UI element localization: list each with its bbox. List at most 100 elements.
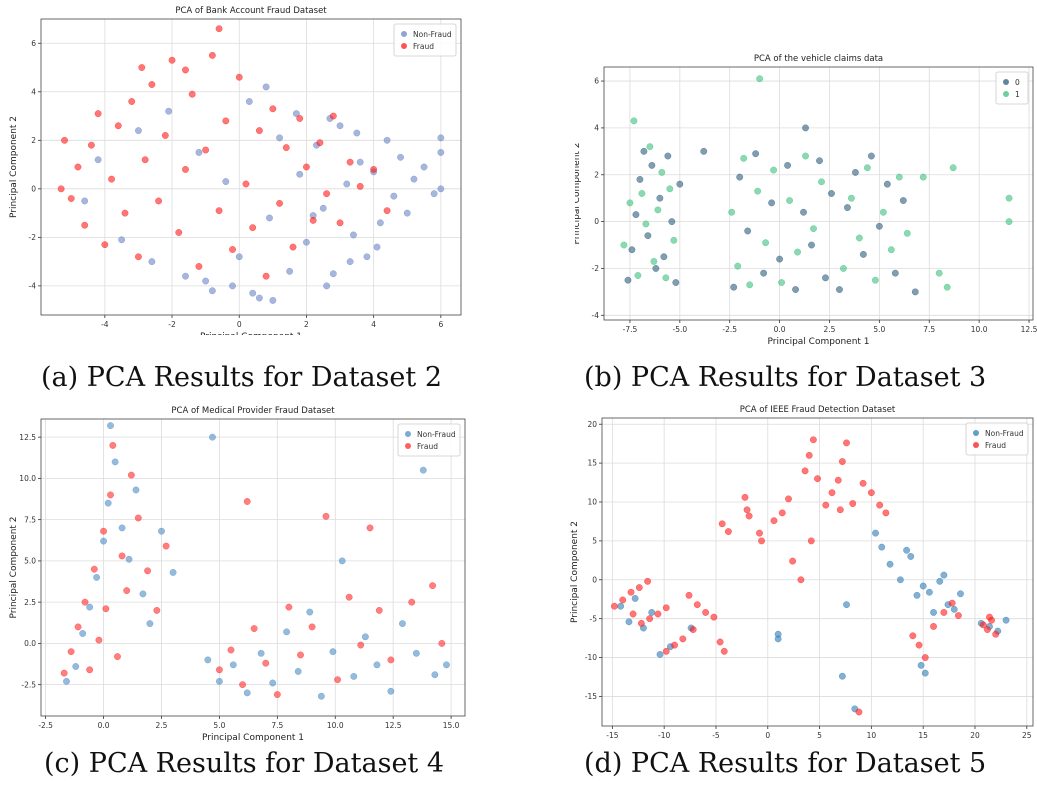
data-point bbox=[286, 267, 294, 275]
data-point bbox=[911, 288, 919, 296]
data-point bbox=[229, 661, 237, 669]
x-tick-label: 12.5 bbox=[1021, 325, 1037, 334]
y-tick-label: 10.0 bbox=[19, 474, 36, 483]
data-point bbox=[797, 576, 805, 584]
data-point bbox=[283, 628, 290, 636]
legend-marker bbox=[401, 43, 407, 49]
data-point bbox=[625, 618, 633, 626]
x-tick-label: 10.0 bbox=[971, 325, 988, 334]
x-tick-label: 2 bbox=[304, 320, 309, 329]
legend-label: Fraud bbox=[985, 441, 1006, 450]
data-point bbox=[61, 136, 68, 144]
data-point bbox=[420, 163, 428, 171]
data-point bbox=[361, 633, 369, 641]
x-tick-label: 15 bbox=[918, 731, 928, 740]
data-point bbox=[774, 635, 782, 643]
y-tick-label: 6 bbox=[594, 77, 599, 86]
data-point bbox=[855, 708, 863, 716]
series-fraud bbox=[611, 436, 1000, 716]
data-point bbox=[276, 134, 283, 142]
data-point bbox=[896, 576, 904, 584]
data-point bbox=[188, 90, 196, 98]
data-point bbox=[758, 537, 765, 545]
data-point bbox=[648, 161, 656, 169]
data-point bbox=[656, 651, 664, 658]
data-point bbox=[363, 253, 371, 261]
data-point bbox=[100, 527, 107, 535]
data-point bbox=[887, 246, 895, 254]
data-point bbox=[334, 676, 341, 684]
data-point bbox=[438, 639, 446, 647]
data-point bbox=[784, 161, 791, 169]
data-point bbox=[693, 601, 701, 609]
y-tick-label: 12.5 bbox=[19, 433, 36, 442]
data-point bbox=[373, 661, 381, 669]
data-point bbox=[689, 626, 697, 633]
data-point bbox=[125, 555, 133, 563]
data-point bbox=[628, 246, 636, 254]
legend-label: Non-Fraud bbox=[985, 429, 1024, 438]
data-point bbox=[195, 149, 203, 156]
data-point bbox=[410, 175, 418, 183]
data-point bbox=[891, 269, 899, 277]
x-axis-label: Principal Component 1 bbox=[200, 332, 302, 335]
data-point bbox=[227, 646, 235, 654]
data-point bbox=[624, 276, 632, 284]
y-tick-label: -10 bbox=[585, 653, 597, 662]
data-point bbox=[807, 537, 815, 545]
data-point bbox=[132, 486, 140, 494]
x-tick-label: 0.0 bbox=[774, 325, 786, 334]
data-point bbox=[148, 81, 156, 88]
data-point bbox=[745, 512, 753, 520]
data-point bbox=[346, 258, 354, 266]
scatter-plot-c: PCA of Medical Provider Fraud Dataset -2.… bbox=[9, 406, 466, 743]
data-point bbox=[789, 557, 797, 565]
data-point bbox=[350, 231, 357, 239]
data-point bbox=[437, 134, 445, 142]
data-point bbox=[849, 500, 857, 507]
data-point bbox=[375, 606, 383, 614]
data-point bbox=[620, 241, 628, 249]
data-point bbox=[640, 147, 648, 155]
legend-label: 0 bbox=[1015, 78, 1020, 87]
data-point bbox=[716, 638, 724, 646]
data-point bbox=[134, 514, 142, 522]
data-point bbox=[383, 136, 391, 144]
data-point bbox=[303, 163, 310, 171]
x-tick-label: 10 bbox=[867, 731, 877, 740]
y-tick-label: -5 bbox=[590, 614, 598, 623]
data-point bbox=[74, 163, 82, 171]
data-point bbox=[743, 506, 751, 514]
data-point bbox=[262, 659, 270, 667]
data-point bbox=[373, 243, 381, 251]
data-point bbox=[338, 557, 346, 565]
data-point bbox=[930, 609, 937, 616]
data-point bbox=[632, 211, 640, 218]
data-point bbox=[1005, 218, 1013, 226]
data-point bbox=[838, 672, 846, 680]
data-point bbox=[243, 498, 251, 505]
data-point bbox=[656, 194, 664, 202]
scatter-plot-d: PCA of IEEE Fraud Detection Dataset -15 -1… bbox=[570, 405, 1034, 740]
data-point bbox=[430, 190, 438, 198]
data-point bbox=[768, 199, 776, 207]
data-point bbox=[863, 164, 871, 172]
data-point bbox=[336, 219, 344, 227]
y-tick-label: 5 bbox=[592, 536, 597, 545]
data-point bbox=[93, 573, 101, 581]
x-tick-label: 0 bbox=[765, 731, 770, 740]
x-tick-label: -2.5 bbox=[722, 325, 737, 334]
series-1 bbox=[620, 75, 1013, 291]
data-point bbox=[794, 248, 801, 256]
data-point bbox=[296, 115, 304, 122]
data-point bbox=[250, 625, 258, 632]
data-point bbox=[671, 641, 678, 649]
y-tick-label: 5.0 bbox=[24, 557, 36, 566]
data-point bbox=[802, 152, 809, 160]
data-point bbox=[309, 216, 317, 224]
data-point bbox=[204, 656, 212, 664]
data-point bbox=[63, 677, 70, 685]
data-point bbox=[828, 190, 835, 197]
y-tick-label: 7.5 bbox=[24, 515, 36, 524]
data-point bbox=[637, 619, 645, 627]
